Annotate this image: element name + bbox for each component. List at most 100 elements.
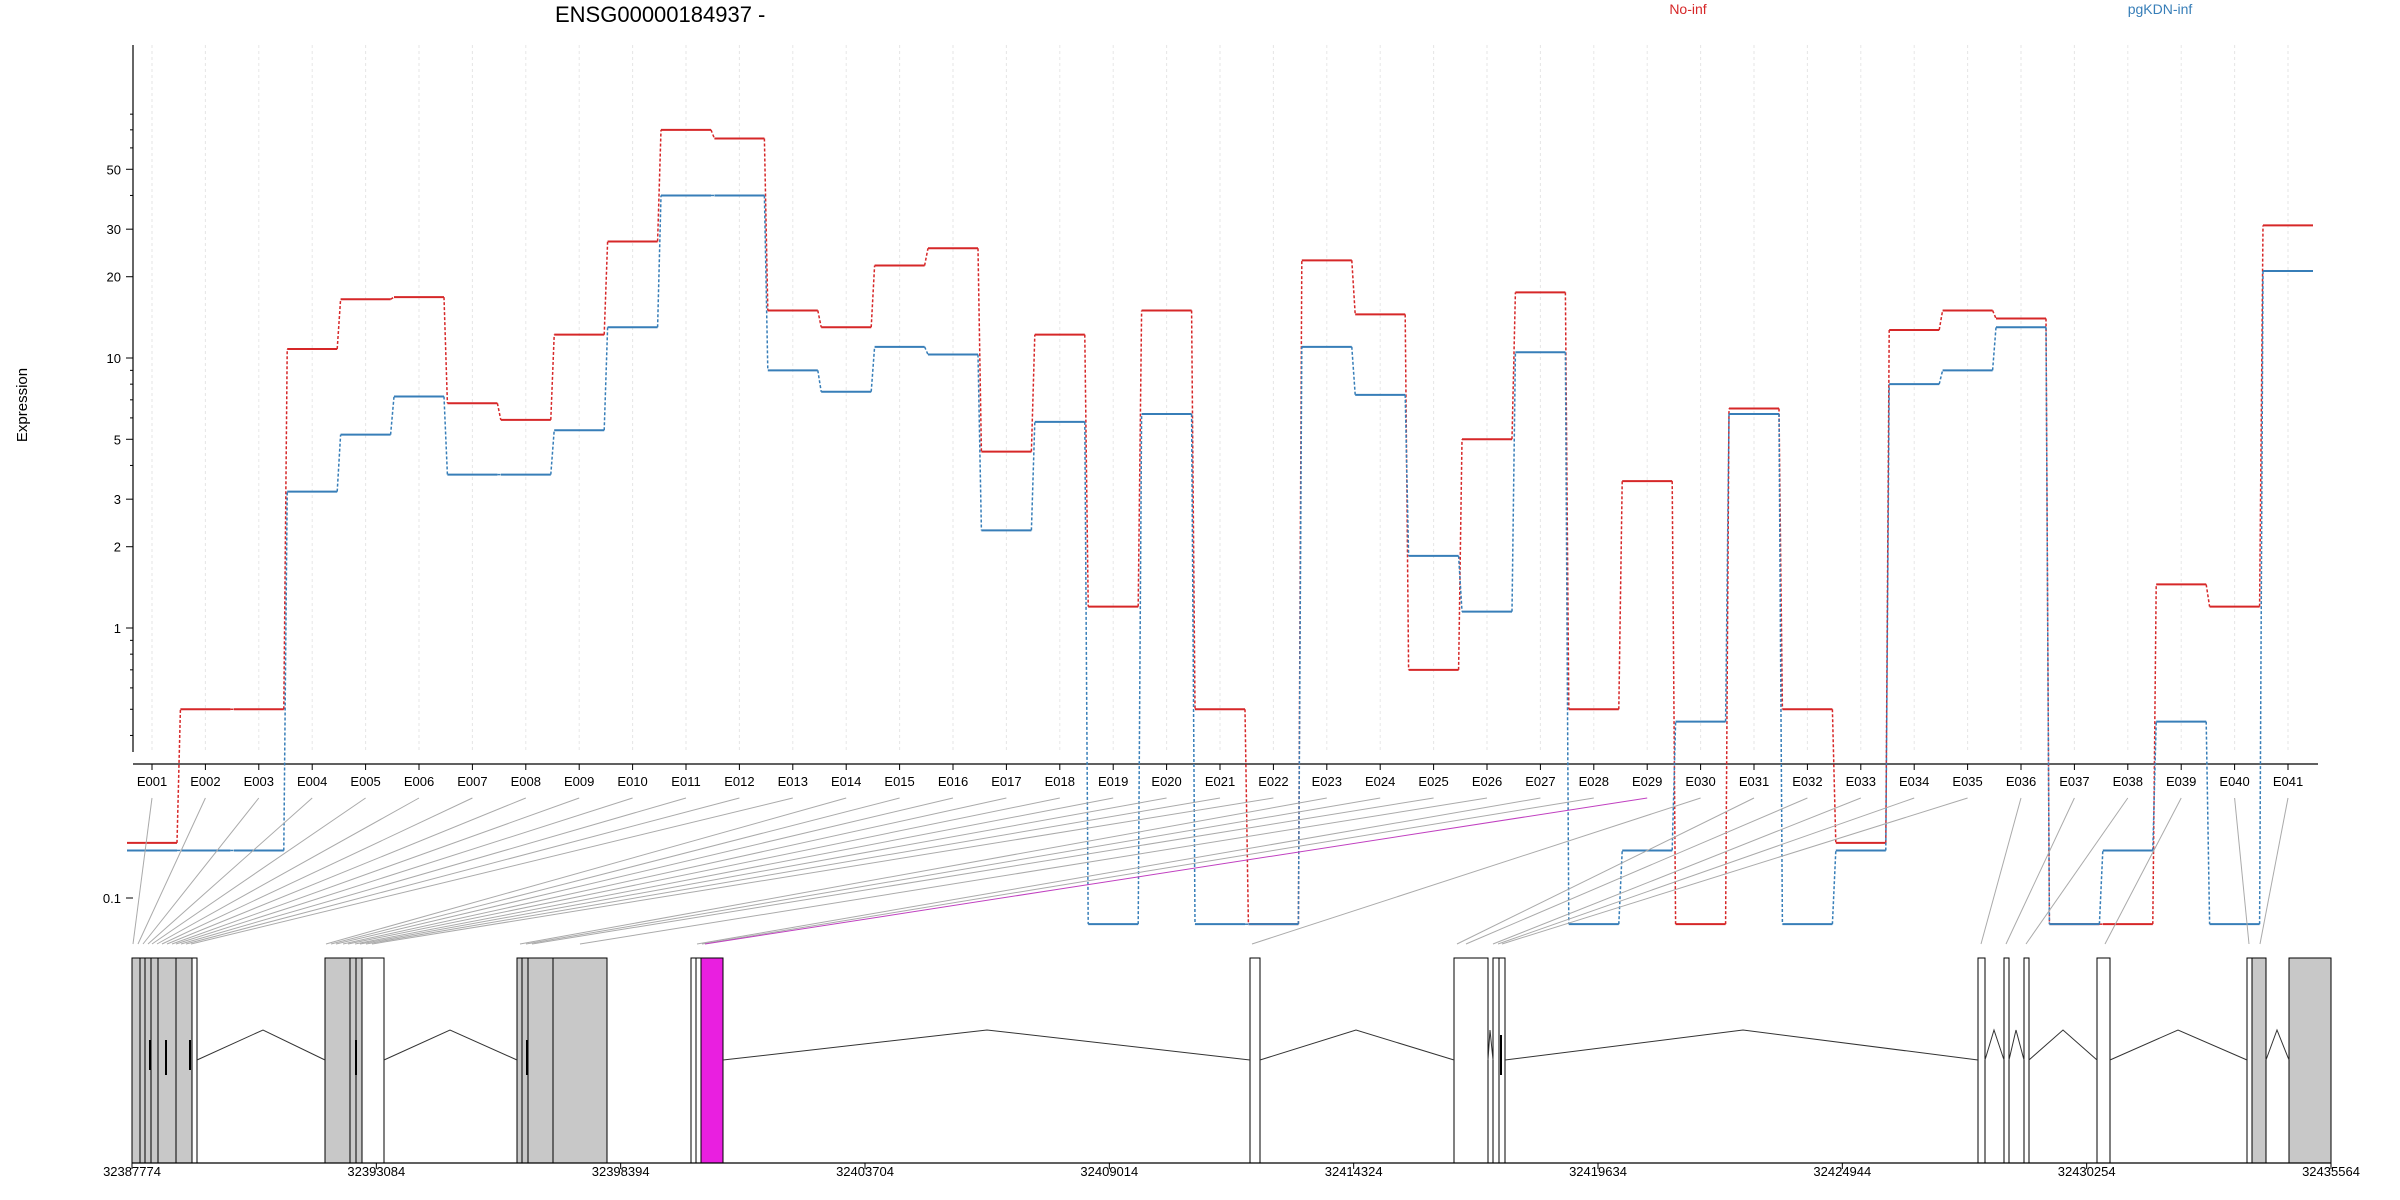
series-connector <box>763 138 769 311</box>
coordinate-label: 32424944 <box>1813 1164 1871 1179</box>
y-tick-label: 3 <box>114 492 121 507</box>
exon-box <box>324 957 351 1164</box>
exon-connector <box>1456 797 1755 945</box>
exon-label-e011: E011 <box>671 774 700 789</box>
exon-box <box>1492 957 1500 1164</box>
series-connector <box>1564 352 1570 925</box>
exon-label-e005: E005 <box>350 774 380 789</box>
series-connector <box>2152 584 2157 925</box>
exon-box <box>2003 957 2010 1164</box>
series-connector <box>2045 327 2051 925</box>
series-connector <box>176 709 182 843</box>
exon-box <box>690 957 697 1164</box>
series-connector <box>977 354 983 531</box>
series-connector <box>817 370 822 392</box>
series-connector <box>1084 421 1089 925</box>
series-connector <box>1618 850 1623 925</box>
y-axis: 0.1 1 2 3 5 10 20 30 50 <box>103 45 134 906</box>
series-connector <box>603 327 609 431</box>
coordinate-label: 32393084 <box>347 1164 405 1179</box>
exon-connector <box>1251 797 1701 945</box>
series-connector <box>1457 439 1463 670</box>
exon-connector <box>2234 797 2250 945</box>
exon-box <box>516 957 523 1164</box>
exon-label-e020: E020 <box>1151 774 1181 789</box>
series-connector <box>2152 721 2157 851</box>
series-connector <box>1885 329 1890 843</box>
y-tick-label: 0.1 <box>103 891 121 906</box>
exon-box <box>2251 957 2267 1164</box>
series-connector <box>1778 414 1784 925</box>
series-connector <box>336 434 342 492</box>
exon-box <box>191 957 198 1164</box>
legend-pgkdn-inf: pgKDN-inf <box>2128 1 2193 17</box>
series-connector <box>1351 260 1356 315</box>
coordinate-label: 32414324 <box>1325 1164 1383 1179</box>
exon-connector <box>132 797 153 945</box>
exon-label-e040: E040 <box>2219 774 2249 789</box>
series-connector <box>710 129 716 139</box>
exon-connector <box>137 797 206 945</box>
series-connector <box>1351 346 1356 395</box>
series-connector <box>1084 334 1089 607</box>
exon-box <box>527 957 554 1164</box>
exon-label-e009: E009 <box>564 774 594 789</box>
exon-connector <box>359 797 1167 945</box>
exon-connector <box>365 797 1221 945</box>
series-connector <box>1564 292 1570 710</box>
series-connector <box>923 346 929 355</box>
exon-label-e010: E010 <box>617 774 647 789</box>
exon-label-e024: E024 <box>1365 774 1395 789</box>
intron-line <box>1984 1028 2005 1061</box>
series-connector <box>2205 721 2211 925</box>
exon-connector <box>175 797 633 945</box>
series-connector <box>1778 408 1784 710</box>
series-connector <box>1244 709 1250 925</box>
intron-line <box>1504 1029 1979 1061</box>
exon-connector <box>704 797 1648 945</box>
series-connector <box>1190 310 1196 710</box>
series-connector <box>1938 370 1944 385</box>
exon-connector <box>1980 797 2022 945</box>
series-connector <box>1190 414 1196 925</box>
exon-box <box>2246 957 2253 1164</box>
intron-line <box>1487 1029 1494 1061</box>
exon-connector <box>1492 797 1861 945</box>
intron-line <box>196 1029 326 1061</box>
series-lines <box>127 128 2313 926</box>
series-connector <box>870 265 876 328</box>
series-connector <box>923 248 929 266</box>
exon-connector <box>185 797 740 945</box>
series-connector <box>1991 327 1997 371</box>
exon-label-e015: E015 <box>884 774 914 789</box>
exon-label-e036: E036 <box>2006 774 2036 789</box>
series-connector <box>1137 310 1143 607</box>
exon-label-e034: E034 <box>1899 774 1929 789</box>
series-connector <box>656 129 662 242</box>
exon-connector <box>190 797 793 945</box>
series-connector <box>336 299 342 350</box>
exon-box <box>1453 957 1489 1164</box>
exon-connector <box>347 797 1060 945</box>
series-connector <box>2258 270 2264 925</box>
exon-box <box>150 957 159 1164</box>
series-connector <box>1671 481 1677 925</box>
series-connector <box>2205 584 2211 607</box>
intron-line <box>2265 1028 2290 1061</box>
series-connector <box>870 346 876 392</box>
exon-label-e023: E023 <box>1312 774 1342 789</box>
coordinate-label: 32430254 <box>2058 1164 2116 1179</box>
exon-connector <box>371 797 1274 945</box>
exon-connector <box>2025 797 2129 945</box>
exon-connector <box>1465 797 1808 945</box>
exon-label-e033: E033 <box>1846 774 1876 789</box>
series-connector <box>443 297 449 404</box>
exon-connector <box>2005 797 2075 945</box>
series-connector <box>1030 421 1036 531</box>
y-tick-label: 20 <box>107 270 121 285</box>
exon-box <box>1249 957 1261 1164</box>
exon-connector <box>166 797 526 945</box>
exon-label-e028: E028 <box>1579 774 1609 789</box>
legend-no-inf: No-inf <box>1669 1 1706 17</box>
y-tick-label: 5 <box>114 432 121 447</box>
